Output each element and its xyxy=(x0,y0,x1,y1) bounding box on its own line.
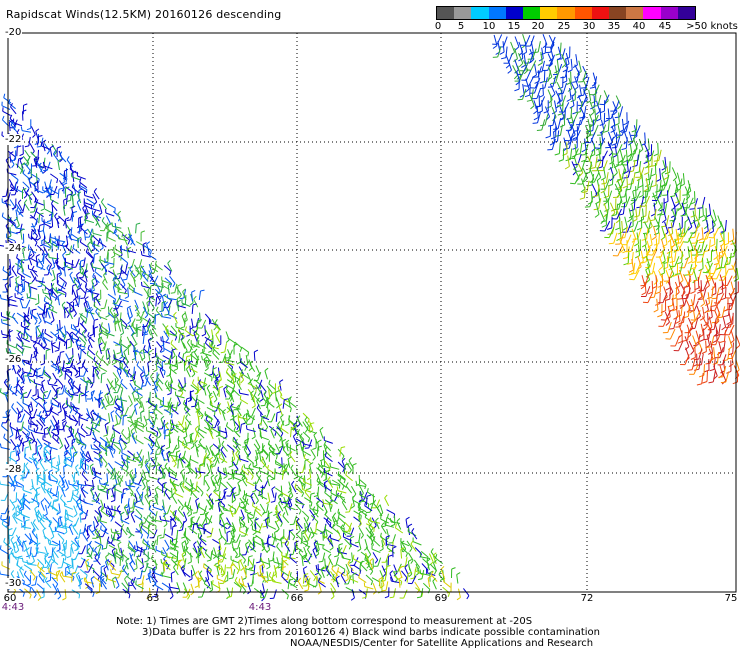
legend-swatch xyxy=(454,7,472,19)
legend-swatch xyxy=(540,7,558,19)
legend-swatch xyxy=(557,7,575,19)
legend-swatch xyxy=(523,7,541,19)
legend-label: 45 xyxy=(658,21,672,32)
lat-label: -28 xyxy=(4,464,23,475)
legend-label: 5 xyxy=(457,21,465,32)
lon-label: 66 xyxy=(290,593,304,604)
legend-swatch xyxy=(574,7,592,19)
lon-label: 60 xyxy=(3,593,17,604)
legend-swatch xyxy=(488,7,506,19)
lat-label: -24 xyxy=(4,243,23,254)
legend-label: 35 xyxy=(607,21,621,32)
legend-swatch xyxy=(437,7,455,19)
map-frame xyxy=(7,32,737,593)
lat-label: -26 xyxy=(4,354,23,365)
legend-label: 20 xyxy=(531,21,545,32)
lat-label: -22 xyxy=(4,134,23,145)
legend-swatch xyxy=(626,7,644,19)
legend-swatch xyxy=(643,7,661,19)
legend-label: 40 xyxy=(632,21,646,32)
lat-lon-grid xyxy=(8,33,736,592)
legend-label: >50 knots xyxy=(686,21,738,32)
legend-label: 0 xyxy=(434,21,442,32)
note-line-2: 3)Data buffer is 22 hrs from 20160126 4)… xyxy=(142,627,600,638)
wind-barbs-eastern-swath xyxy=(492,34,740,386)
lon-label: 72 xyxy=(580,593,594,604)
legend-swatch xyxy=(609,7,627,19)
note-line-1: Note: 1) Times are GMT 2)Times along bot… xyxy=(116,616,533,627)
legend-label: 10 xyxy=(482,21,496,32)
map-title: Rapidscat Winds(12.5KM) 20160126 descend… xyxy=(6,8,282,21)
legend-label: 25 xyxy=(557,21,571,32)
lat-label: -30 xyxy=(4,578,23,589)
legend-swatch xyxy=(591,7,610,19)
legend-swatch xyxy=(660,7,678,19)
legend-label: 30 xyxy=(582,21,596,32)
lat-label: -20 xyxy=(4,27,23,38)
wind-speed-legend xyxy=(436,6,696,20)
legend-label: 15 xyxy=(507,21,521,32)
note-line-3: NOAA/NESDIS/Center for Satellite Applica… xyxy=(290,638,594,649)
lon-label: 69 xyxy=(434,593,448,604)
wind-speed-legend-labels: 0 5 10 15 20 25 30 35 40 45 >50 knots xyxy=(430,21,740,33)
pass-time-label: 4:43 xyxy=(248,602,272,613)
wind-barbs-western-swath xyxy=(0,93,470,602)
legend-swatch xyxy=(471,7,489,19)
lon-label: 75 xyxy=(724,593,738,604)
pass-time-label: 4:43 xyxy=(1,602,25,613)
legend-swatch xyxy=(505,7,524,19)
lon-label: 63 xyxy=(146,593,160,604)
legend-swatch xyxy=(677,7,696,19)
